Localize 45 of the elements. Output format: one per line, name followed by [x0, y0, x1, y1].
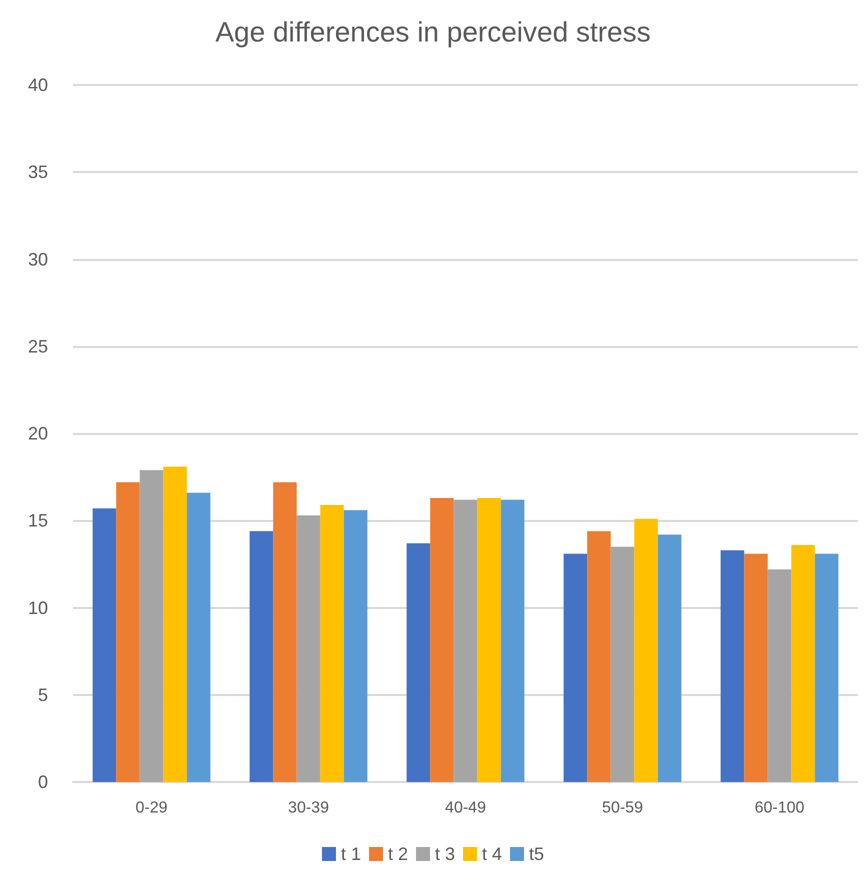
- chart-title: Age differences in perceived stress: [215, 16, 651, 48]
- bar: [273, 482, 297, 782]
- x-tick-label: 40-49: [445, 800, 486, 816]
- bar: [344, 510, 368, 782]
- y-tick-label: 40: [28, 75, 48, 95]
- y-tick-label: 35: [28, 162, 48, 182]
- bar: [186, 492, 210, 782]
- y-tick-label: 30: [28, 249, 48, 270]
- bar: [634, 518, 658, 782]
- y-tick-label: 5: [38, 684, 48, 705]
- x-tick-label: 60-100: [754, 800, 805, 816]
- legend-label: t 2: [388, 844, 408, 864]
- bar: [320, 504, 344, 782]
- bar: [296, 515, 320, 782]
- y-tick-label: 10: [28, 598, 48, 618]
- y-tick-label: 20: [28, 424, 48, 444]
- bar: [406, 543, 430, 782]
- bar: [454, 500, 478, 782]
- y-tick-label: 15: [28, 510, 48, 531]
- bar: [814, 554, 838, 782]
- bar: [768, 569, 792, 782]
- bar: [116, 482, 140, 782]
- bar: [250, 531, 274, 782]
- bar: [791, 545, 815, 782]
- bar: [744, 554, 768, 782]
- bar: [587, 531, 611, 782]
- y-tick-label: 25: [28, 336, 48, 356]
- bar: [477, 498, 501, 782]
- bar: [610, 546, 634, 782]
- bar: [564, 554, 588, 782]
- bar: [500, 500, 524, 782]
- legend-label: t 4: [482, 844, 502, 864]
- bar: [140, 470, 164, 782]
- bar: [658, 534, 682, 782]
- legend-label: t 1: [340, 844, 361, 864]
- bar: [720, 550, 744, 782]
- y-tick-label: 0: [38, 772, 48, 792]
- legend-label: t 3: [434, 844, 456, 864]
- bar: [163, 466, 187, 782]
- bar: [92, 508, 116, 782]
- x-tick-label: 30-39: [288, 800, 330, 816]
- legend-label: t5: [529, 844, 544, 864]
- x-tick-label: 50-59: [602, 800, 644, 816]
- bar: [430, 498, 454, 782]
- x-tick-label: 0-29: [135, 800, 168, 816]
